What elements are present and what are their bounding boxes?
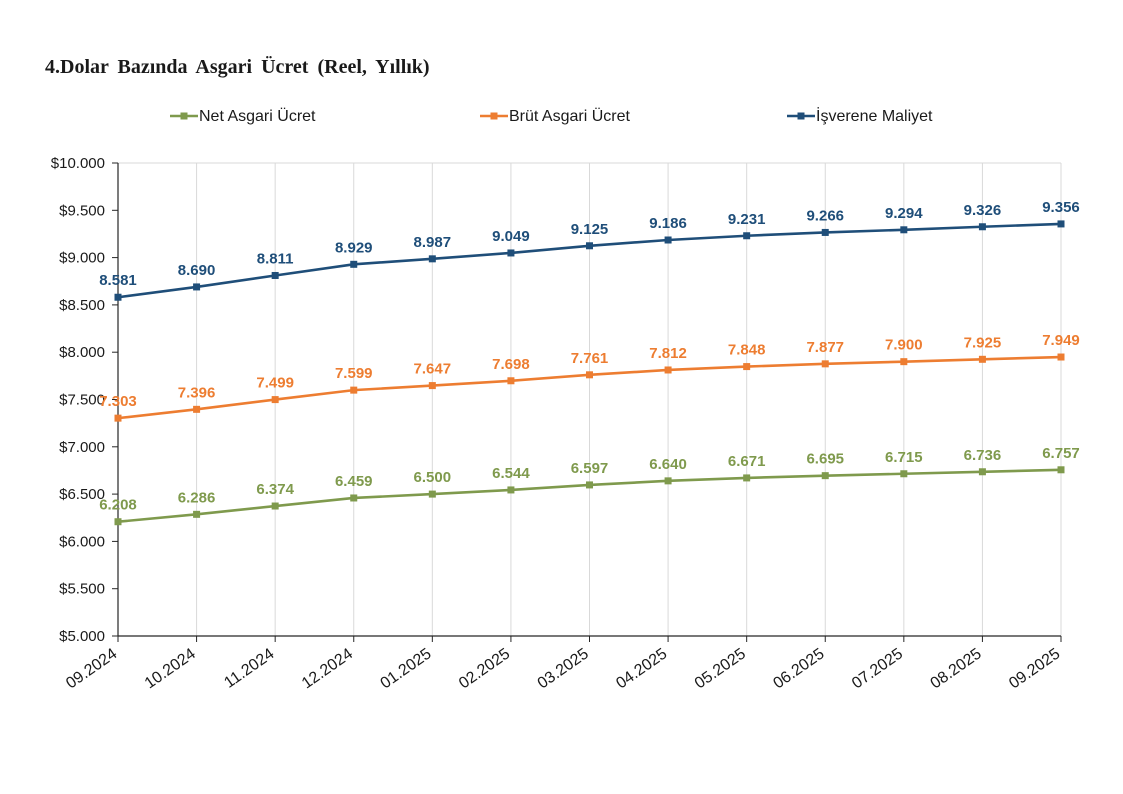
svg-text:02.2025: 02.2025	[456, 645, 513, 692]
svg-text:7.698: 7.698	[492, 356, 530, 373]
svg-text:$7.000: $7.000	[59, 439, 105, 456]
svg-text:6.736: 6.736	[964, 447, 1002, 464]
svg-text:9.049: 9.049	[492, 228, 530, 245]
svg-text:6.459: 6.459	[335, 473, 373, 490]
svg-text:6.208: 6.208	[99, 497, 137, 514]
svg-text:7.877: 7.877	[806, 339, 844, 356]
svg-text:8.811: 8.811	[257, 250, 294, 267]
svg-text:7.599: 7.599	[335, 365, 373, 382]
svg-text:$5.500: $5.500	[59, 581, 105, 598]
svg-text:9.266: 9.266	[806, 207, 844, 224]
svg-text:05.2025: 05.2025	[692, 645, 749, 692]
svg-text:6.671: 6.671	[728, 453, 766, 470]
svg-text:9.231: 9.231	[728, 211, 766, 228]
svg-text:$10.000: $10.000	[51, 155, 105, 172]
svg-text:$6.000: $6.000	[59, 533, 105, 550]
svg-text:7.848: 7.848	[728, 342, 766, 359]
svg-text:09.2025: 09.2025	[1006, 645, 1063, 692]
svg-text:7.499: 7.499	[256, 375, 294, 392]
svg-text:6.597: 6.597	[571, 460, 609, 477]
svg-text:9.294: 9.294	[885, 205, 923, 222]
svg-text:7.925: 7.925	[964, 334, 1002, 351]
svg-text:06.2025: 06.2025	[770, 645, 827, 692]
svg-text:07.2025: 07.2025	[849, 645, 906, 692]
svg-text:7.396: 7.396	[178, 384, 216, 401]
svg-text:$9.000: $9.000	[59, 250, 105, 267]
svg-text:7.812: 7.812	[649, 345, 687, 362]
svg-text:6.640: 6.640	[649, 456, 687, 473]
svg-text:7.303: 7.303	[99, 393, 137, 410]
svg-text:$8.500: $8.500	[59, 297, 105, 314]
svg-text:11.2024: 11.2024	[221, 645, 277, 691]
svg-text:7.900: 7.900	[885, 337, 923, 354]
svg-text:6.695: 6.695	[806, 451, 844, 468]
svg-text:8.690: 8.690	[178, 262, 216, 279]
svg-text:9.125: 9.125	[571, 221, 609, 238]
svg-text:6.286: 6.286	[178, 489, 216, 506]
svg-text:08.2025: 08.2025	[928, 645, 985, 692]
svg-text:9.356: 9.356	[1042, 199, 1080, 216]
svg-text:6.544: 6.544	[492, 465, 530, 482]
svg-text:7.647: 7.647	[414, 361, 452, 378]
svg-text:03.2025: 03.2025	[535, 645, 592, 692]
svg-text:7.949: 7.949	[1042, 332, 1080, 349]
svg-text:6.500: 6.500	[414, 469, 452, 486]
svg-text:01.2025: 01.2025	[377, 645, 434, 692]
svg-text:$6.500: $6.500	[59, 486, 105, 503]
svg-text:8.929: 8.929	[335, 239, 373, 256]
svg-text:$5.000: $5.000	[59, 628, 105, 645]
svg-text:6.757: 6.757	[1042, 445, 1080, 462]
svg-text:$7.500: $7.500	[59, 392, 105, 409]
svg-text:10.2024: 10.2024	[142, 645, 199, 692]
svg-text:8.987: 8.987	[414, 234, 452, 251]
svg-text:7.761: 7.761	[571, 350, 609, 367]
svg-text:8.581: 8.581	[99, 272, 137, 289]
svg-text:9.186: 9.186	[649, 215, 687, 232]
svg-text:6.715: 6.715	[885, 449, 923, 466]
svg-text:09.2024: 09.2024	[63, 645, 120, 692]
svg-text:6.374: 6.374	[256, 481, 294, 498]
svg-text:9.326: 9.326	[964, 202, 1002, 219]
svg-text:04.2025: 04.2025	[613, 645, 670, 692]
svg-text:12.2024: 12.2024	[299, 645, 356, 692]
svg-text:$9.500: $9.500	[59, 202, 105, 219]
svg-text:$8.000: $8.000	[59, 344, 105, 361]
